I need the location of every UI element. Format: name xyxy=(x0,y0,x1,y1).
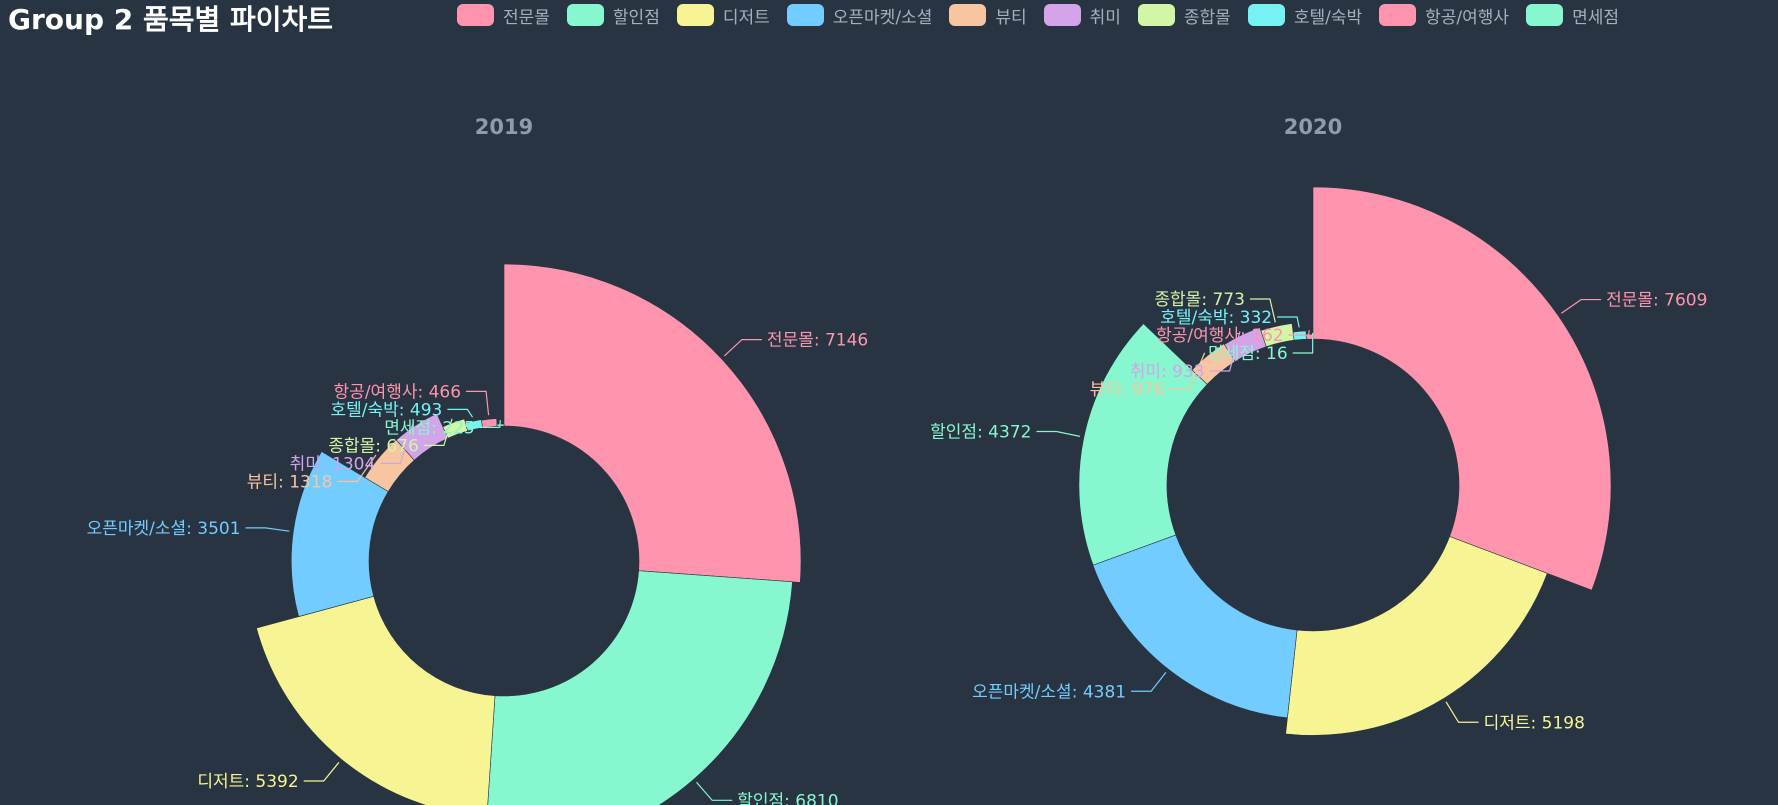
data-label: 취미: 1304 xyxy=(290,454,376,474)
label-line xyxy=(696,781,733,801)
legend-label: 전문몰 xyxy=(503,7,550,28)
chart-title: 2020 xyxy=(1284,115,1342,139)
data-label: 뷰티: 1318 xyxy=(247,472,333,492)
data-label: 면세점: 225 xyxy=(384,418,475,438)
chart-title: 2019 xyxy=(475,115,533,139)
label-line xyxy=(423,418,453,446)
label-line xyxy=(337,454,377,482)
data-label: 디저트: 5392 xyxy=(197,772,298,792)
legend-item[interactable]: 면세점 xyxy=(1526,2,1619,28)
legend-swatch xyxy=(1379,4,1417,26)
label-line xyxy=(303,762,340,782)
legend-label: 면세점 xyxy=(1572,7,1619,28)
data-label: 취미: 933 xyxy=(1130,362,1205,382)
label-line xyxy=(1131,672,1167,692)
label-line xyxy=(1209,331,1241,372)
pie-slice[interactable] xyxy=(1312,186,1612,591)
legend-swatch xyxy=(457,4,494,26)
label-line xyxy=(1288,330,1310,336)
legend-label: 호텔/숙박 xyxy=(1293,7,1363,28)
label-line xyxy=(479,419,501,428)
legend-label: 항공/여행사 xyxy=(1425,7,1510,28)
legend-item[interactable]: 할인점 xyxy=(566,2,660,28)
pie-chart-2019: 2019 전문몰: 7146 할인점: 6810 디저트: 5392 오픈마켓/소셜: … xyxy=(87,115,868,805)
data-label: 면세점: 16 xyxy=(1208,344,1288,364)
label-line xyxy=(245,527,290,532)
legend-swatch xyxy=(676,4,714,26)
pie-slice[interactable] xyxy=(1078,323,1208,566)
data-label: 디저트: 5198 xyxy=(1484,713,1585,733)
legend-item[interactable]: 오픈마켓/소셜 xyxy=(786,2,933,28)
page-title: Group 2 품목별 파이차트 xyxy=(8,3,334,36)
label-line xyxy=(466,390,490,416)
legend-label: 할인점 xyxy=(612,7,660,28)
legend-swatch xyxy=(1526,4,1564,26)
label-line xyxy=(1036,430,1081,437)
label-line xyxy=(1292,332,1314,354)
legend: 전문몰 할인점 디저트 오픈마켓/소셜 뷰티 취미 종합몰 호텔/숙박 항공/여행사 면세점 xyxy=(457,2,1636,28)
data-label: 호텔/숙박: 493 xyxy=(331,400,443,420)
legend-label: 뷰티 xyxy=(995,7,1027,28)
pie-slice[interactable] xyxy=(485,570,793,805)
data-label: 전문몰: 7146 xyxy=(767,331,868,351)
legend-label: 종합몰 xyxy=(1183,7,1231,28)
legend-item[interactable]: 뷰티 xyxy=(949,2,1027,28)
data-label: 종합몰: 773 xyxy=(1154,290,1245,310)
legend-item[interactable]: 취미 xyxy=(1043,2,1121,28)
label-line xyxy=(1169,352,1206,390)
data-label: 항공/여행사: 162 xyxy=(1156,326,1284,346)
data-label: 할인점: 6810 xyxy=(737,791,838,805)
data-label: 뷰티: 976 xyxy=(1090,380,1165,400)
legend-label: 디저트 xyxy=(722,7,770,28)
data-label: 종합몰: 676 xyxy=(328,436,419,456)
legend-item[interactable]: 항공/여행사 xyxy=(1379,2,1509,28)
legend-swatch xyxy=(1043,4,1081,26)
legend-item[interactable]: 종합몰 xyxy=(1137,2,1231,28)
pie-slice[interactable] xyxy=(1285,536,1548,736)
pie-chart-2020: 2020 전문몰: 7609 디저트: 5198 오픈마켓/소셜: 4381 할인점: … xyxy=(930,115,1707,736)
label-line xyxy=(1277,316,1300,328)
data-label: 호텔/숙박: 332 xyxy=(1160,308,1272,328)
legend-item[interactable]: 전문몰 xyxy=(457,2,550,28)
label-line xyxy=(447,408,474,418)
label-line xyxy=(1561,298,1602,314)
data-label: 할인점: 4372 xyxy=(930,422,1031,442)
legend-item[interactable]: 호텔/숙박 xyxy=(1247,2,1363,28)
data-label: 오픈마켓/소셜: 4381 xyxy=(972,682,1126,702)
data-label: 오픈마켓/소셜: 3501 xyxy=(87,519,241,539)
pie-slice[interactable] xyxy=(256,595,496,805)
label-line xyxy=(1445,701,1479,723)
legend-label: 취미 xyxy=(1089,7,1121,28)
legend-swatch xyxy=(566,4,604,26)
legend-swatch xyxy=(1137,4,1175,26)
pie-slice[interactable] xyxy=(503,263,802,583)
pie-slice[interactable] xyxy=(290,451,389,617)
label-line xyxy=(1249,298,1276,323)
legend-swatch xyxy=(949,4,987,26)
label-line xyxy=(380,421,414,464)
legend-swatch xyxy=(786,4,824,26)
pie-slice[interactable] xyxy=(481,418,498,429)
data-label: 전문몰: 7609 xyxy=(1606,291,1707,311)
legend-swatch xyxy=(1247,4,1285,26)
legend-item[interactable]: 디저트 xyxy=(676,2,770,28)
label-line xyxy=(723,339,762,357)
data-label: 항공/여행사: 466 xyxy=(334,382,462,402)
legend-label: 오픈마켓/소셜 xyxy=(832,7,933,28)
